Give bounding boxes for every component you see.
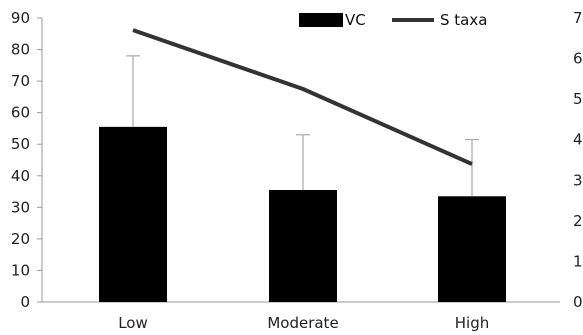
- y-left-tick-label: 10: [11, 261, 30, 279]
- y-left-tick-label: 80: [11, 41, 30, 59]
- y-left-tick-label: 90: [11, 9, 30, 27]
- y-right-tick-label: 2: [573, 212, 583, 230]
- y-left-tick-label: 0: [20, 293, 30, 311]
- y-right-tick-label: 1: [573, 252, 583, 270]
- y-axis-right: 0 1 2 3 4 5 6 7: [573, 9, 583, 311]
- y-right-tick-label: 6: [573, 50, 583, 68]
- y-left-tick-label: 50: [11, 135, 30, 153]
- y-right-tick-label: 4: [573, 131, 583, 149]
- legend-swatch-vc: [299, 13, 343, 27]
- line-series-s-taxa: [132, 28, 473, 166]
- x-tick-label: High: [455, 314, 489, 332]
- bar: [99, 126, 167, 302]
- legend-label-s-taxa: S taxa: [440, 11, 487, 29]
- y-right-tick-label: 3: [573, 171, 583, 189]
- bar-series-vc: [99, 126, 506, 302]
- y-left-tick-label: 70: [11, 72, 30, 90]
- legend: VC S taxa: [299, 11, 487, 29]
- y-left-tick-label: 60: [11, 104, 30, 122]
- y-right-tick-label: 5: [573, 90, 583, 108]
- y-axis-left: 0 10 20 30 40 50 60 70 80 90: [11, 9, 560, 311]
- y-right-tick-label: 0: [573, 293, 583, 311]
- bar: [438, 196, 506, 302]
- y-left-tick-label: 40: [11, 167, 30, 185]
- legend-label-vc: VC: [345, 11, 366, 29]
- y-left-tick-label: 20: [11, 230, 30, 248]
- x-axis-labels: Low Moderate High: [118, 314, 489, 332]
- line-path: [132, 28, 473, 166]
- y-right-tick-label: 7: [573, 9, 583, 27]
- bar: [269, 189, 337, 302]
- y-left-tick-label: 30: [11, 198, 30, 216]
- error-bars: [126, 55, 479, 197]
- x-tick-label: Moderate: [267, 314, 338, 332]
- x-tick-label: Low: [118, 314, 148, 332]
